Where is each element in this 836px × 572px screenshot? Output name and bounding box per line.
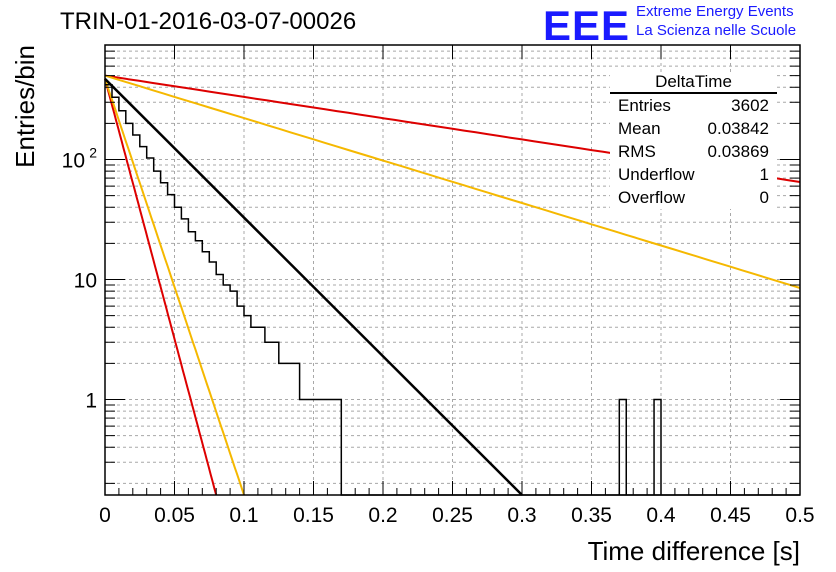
stats-label: Mean — [618, 119, 661, 138]
x-tick-label: 0.2 — [368, 504, 397, 527]
y-tick-label: 10 — [74, 270, 97, 293]
stats-label: RMS — [618, 142, 656, 161]
curve-1 — [104, 78, 218, 496]
stats-label: Entries — [618, 96, 671, 115]
stats-row-mean: Mean 0.03842 — [610, 117, 777, 140]
stats-box: DeltaTime Entries 3602 Mean 0.03842 RMS 0.0… — [610, 72, 777, 209]
stats-value: 1 — [759, 165, 769, 184]
y-axis-title: Entries/bin — [10, 45, 40, 168]
histogram-spike — [618, 398, 627, 495]
chart-title: TRIN-01-2016-03-07-00026 — [60, 8, 357, 35]
y-tick-label: 10 — [62, 150, 85, 173]
x-tick-label: 0.45 — [710, 504, 751, 527]
x-tick-label: 0.1 — [229, 504, 258, 527]
stats-row-overflow: Overflow 0 — [610, 186, 777, 209]
eee-caption-line2: La Scienza nelle Scuole — [636, 22, 797, 39]
x-tick-label: 0.4 — [646, 504, 676, 527]
curve-2 — [104, 78, 245, 496]
stats-box-title: DeltaTime — [610, 72, 777, 94]
stats-value: 0.03842 — [707, 119, 769, 138]
eee-caption: Extreme Energy Events La Scienza nelle S… — [636, 2, 796, 40]
x-tick-label: 0.25 — [432, 504, 473, 527]
stats-value: 0.03869 — [707, 142, 769, 161]
y-tick-label-exponent: 2 — [89, 145, 97, 161]
eee-caption-line1: Extreme Energy Events — [636, 3, 794, 20]
x-tick-label: 0.05 — [154, 504, 195, 527]
x-tick-label: 0.3 — [507, 504, 536, 527]
histogram-spike — [653, 398, 662, 495]
stats-value: 0 — [759, 188, 769, 207]
stats-label: Underflow — [618, 165, 695, 184]
stats-row-rms: RMS 0.03869 — [610, 140, 777, 163]
x-tick-label: 0.35 — [571, 504, 612, 527]
x-tick-label: 0 — [99, 504, 111, 527]
stats-row-entries: Entries 3602 — [610, 94, 777, 117]
stats-label: Overflow — [618, 188, 686, 207]
x-axis-title: Time difference [s] — [588, 536, 800, 566]
eee-logo: EEE — [543, 2, 631, 49]
x-tick-label: 0.5 — [785, 504, 814, 527]
curve-4 — [104, 74, 801, 289]
stats-row-underflow: Underflow 1 — [610, 163, 777, 186]
x-tick-label: 0.15 — [293, 504, 334, 527]
stats-value: 3602 — [731, 96, 769, 115]
y-tick-label: 1 — [85, 389, 97, 412]
fit-line — [104, 77, 523, 496]
